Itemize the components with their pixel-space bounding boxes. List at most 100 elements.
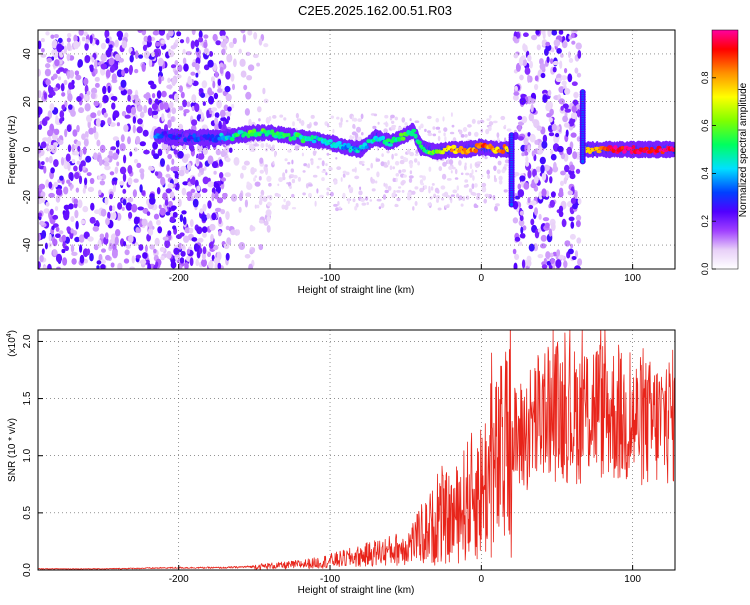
noise-blob [117,202,123,210]
noise-blob [179,39,185,44]
scatter-blob [501,168,506,174]
noise-blob [520,226,524,234]
scatter-blob [498,175,503,181]
scatter-blob [352,198,356,203]
noise-blob [57,76,62,81]
noise-blob [552,165,559,173]
noise-blob [67,32,72,38]
noise-blob [569,233,576,240]
signal-core [409,131,415,137]
noise-blob [155,41,161,47]
scatter-blob [451,124,455,128]
scatter-blob [487,174,491,180]
noise-blob [60,156,65,166]
noise-blob [112,110,120,118]
noise-blob [575,220,581,228]
noise-blob [112,205,116,212]
scatter-blob [480,119,484,124]
noise-blob [111,73,117,82]
noise-blob [52,214,59,220]
scatter-blob [258,176,262,181]
noise-blob [226,53,233,63]
noise-blob [115,139,120,148]
scatter-blob [352,123,356,129]
noise-blob [103,112,108,118]
scatter-blob [471,118,476,124]
noise-blob [550,58,554,64]
noise-blob [105,37,110,44]
noise-blob [133,158,139,164]
noise-blob [127,89,133,95]
noise-blob [97,110,101,117]
scatter-blob [326,187,331,191]
noise-blob [209,223,216,231]
noise-blob [140,171,145,180]
scatter-blob [423,185,428,190]
scatter-blob [468,188,473,193]
noise-blob [219,66,224,75]
noise-blob [221,48,226,56]
noise-blob [64,209,70,218]
noise-blob [558,205,564,213]
noise-blob [180,250,186,257]
noise-blob [266,175,272,182]
noise-blob [568,58,574,63]
noise-blob [523,151,529,156]
noise-blob [56,266,61,269]
noise-blob [230,73,235,82]
noise-blob [104,165,111,171]
scatter-blob [326,191,330,196]
noise-blob [212,80,216,89]
noise-blob [45,63,51,69]
noise-blob [117,262,123,269]
scatter-blob [437,135,441,142]
signal-core [385,138,391,142]
noise-blob [78,234,85,243]
scatter-blob [366,201,370,206]
signal-core [337,141,342,145]
signal-core [631,145,636,150]
scatter-blob [375,158,381,162]
scatter-blob [450,170,453,174]
noise-blob [48,155,53,164]
noise-blob [562,103,569,110]
noise-blob [561,41,568,49]
noise-blob [201,80,208,89]
scatter-blob [321,160,325,167]
noise-blob [89,64,94,73]
noise-blob [526,259,532,267]
noise-blob [127,177,133,186]
noise-blob [174,60,179,66]
noise-blob [158,75,162,85]
noise-blob [90,92,96,100]
scatter-blob [503,189,508,193]
scatter-blob [409,170,413,175]
scatter-blob [283,198,286,203]
scatter-blob [391,153,394,160]
noise-blob [547,30,552,38]
noise-blob [67,162,71,171]
noise-blob [98,189,102,196]
scatter-blob [253,177,256,182]
noise-blob [121,110,127,117]
scatter-blob [321,177,325,182]
noise-blob [66,37,71,43]
noise-blob [222,120,226,130]
noise-blob [542,134,548,143]
noise-blob [531,34,538,41]
signal-core [613,145,618,150]
colorbar-tick-label: 0.4 [700,167,710,180]
noise-blob [146,211,151,216]
scatter-blob [393,190,396,194]
noise-blob [148,97,152,105]
noise-blob [194,192,201,199]
scatter-blob [259,169,264,174]
noise-blob [517,125,522,132]
noise-blob [79,244,83,253]
noise-blob [167,112,172,119]
noise-blob [569,118,576,124]
noise-blob [512,248,517,255]
noise-blob [41,196,46,203]
noise-blob [157,148,163,156]
noise-blob [96,139,101,147]
